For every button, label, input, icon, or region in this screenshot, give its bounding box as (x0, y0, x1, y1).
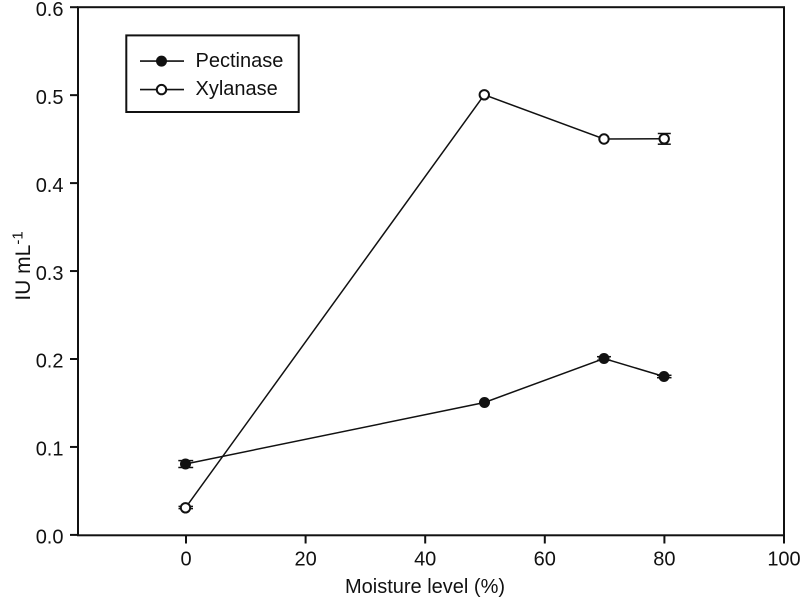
svg-text:0: 0 (180, 549, 191, 571)
svg-text:Pectinase: Pectinase (196, 50, 284, 72)
svg-text:0.3: 0.3 (36, 263, 64, 285)
svg-text:Xylanase: Xylanase (196, 78, 278, 100)
svg-text:0.0: 0.0 (36, 527, 64, 549)
svg-text:Moisture level (%): Moisture level (%) (345, 576, 505, 598)
svg-text:60: 60 (534, 549, 556, 571)
svg-text:0.6: 0.6 (36, 0, 64, 21)
svg-text:100: 100 (767, 549, 800, 571)
svg-text:0.2: 0.2 (36, 351, 64, 373)
svg-text:0.4: 0.4 (36, 175, 64, 197)
svg-text:80: 80 (653, 549, 675, 571)
svg-text:0.1: 0.1 (36, 439, 64, 461)
svg-text:20: 20 (294, 549, 316, 571)
svg-text:0.5: 0.5 (36, 87, 64, 109)
svg-text:40: 40 (414, 549, 436, 571)
